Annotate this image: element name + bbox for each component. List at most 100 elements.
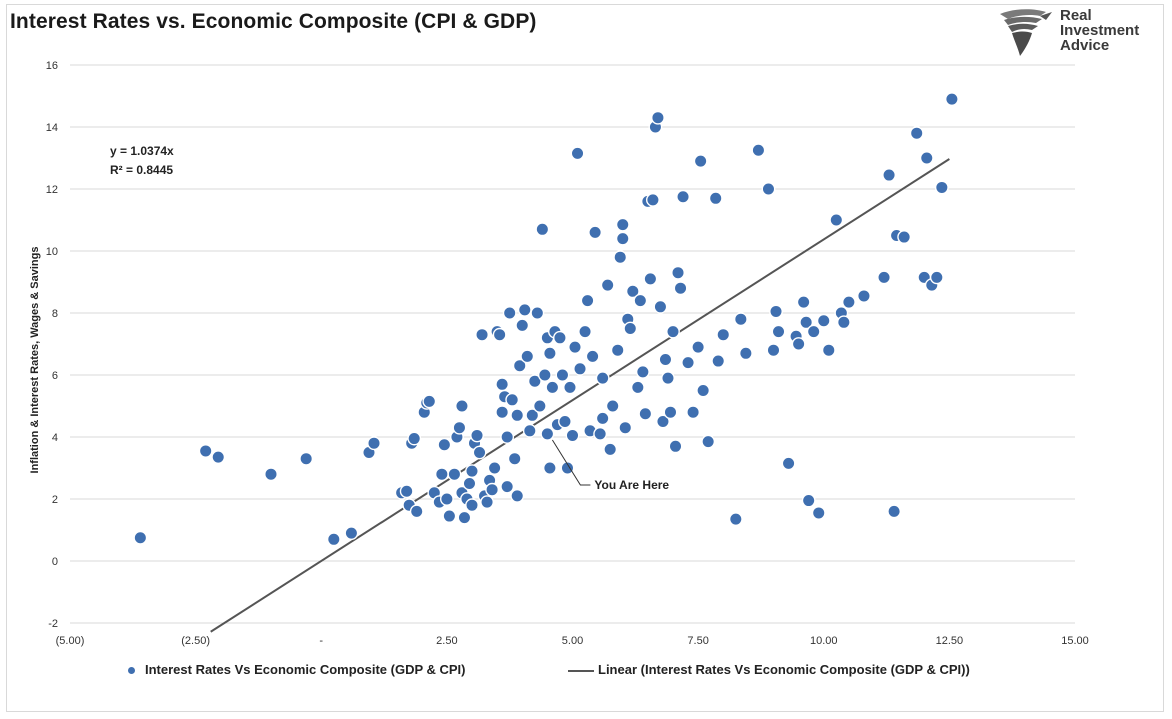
data-point: [909, 126, 924, 141]
brand-logo: Real Investment Advice: [996, 6, 1161, 62]
scatter-points: [133, 92, 959, 547]
trendline: [210, 158, 950, 633]
data-point: [668, 439, 683, 454]
data-point: [535, 222, 550, 237]
data-point: [646, 192, 660, 207]
legend-item-line: Linear (Interest Rates Vs Economic Compo…: [568, 662, 970, 677]
data-point: [769, 304, 783, 319]
data-point: [691, 340, 706, 354]
trendline-group: [210, 158, 950, 633]
y-tick-label: 14: [46, 122, 58, 134]
data-point: [934, 180, 949, 195]
data-point: [472, 445, 487, 460]
legend-item-scatter: Interest Rates Vs Economic Composite (GD…: [128, 662, 466, 677]
data-point: [857, 289, 871, 303]
data-point: [623, 321, 638, 336]
data-point: [733, 312, 748, 327]
data-point: [475, 327, 489, 342]
data-point: [570, 146, 585, 161]
data-point: [811, 506, 826, 520]
logo-line-2: Investment: [1060, 22, 1140, 39]
y-tick-label: 0: [52, 556, 58, 568]
data-point: [299, 451, 314, 466]
data-point: [781, 456, 796, 471]
data-point: [821, 343, 836, 358]
y-tick-label: -2: [48, 618, 58, 630]
data-point: [492, 327, 507, 342]
y-tick-label: 6: [52, 370, 58, 382]
data-point: [407, 431, 422, 446]
data-point: [841, 295, 856, 310]
data-point: [653, 299, 668, 314]
legend-label-scatter: Interest Rates Vs Economic Composite (GD…: [145, 662, 466, 677]
data-point: [560, 461, 575, 475]
data-point: [638, 406, 653, 421]
data-point: [452, 420, 467, 435]
data-point: [766, 343, 781, 358]
data-point: [211, 450, 226, 465]
data-point: [563, 380, 577, 395]
data-point: [510, 408, 525, 423]
y-tick-label: 16: [46, 60, 58, 72]
data-point: [676, 189, 690, 204]
data-point: [751, 143, 766, 158]
chart-legend: Interest Rates Vs Economic Composite (GD…: [0, 662, 1172, 682]
eagle-logo-icon: [1000, 9, 1052, 56]
x-tick-label: 2.50: [436, 635, 457, 647]
data-point: [600, 278, 615, 292]
data-point: [515, 318, 530, 333]
data-point: [455, 399, 469, 413]
data-point: [651, 110, 665, 125]
data-point: [542, 461, 557, 475]
data-point: [485, 482, 499, 497]
data-point: [537, 368, 552, 382]
data-point: [502, 306, 517, 320]
data-point: [525, 408, 540, 423]
data-point: [326, 532, 341, 547]
data-point: [517, 302, 532, 317]
data-point: [605, 399, 620, 413]
data-point: [625, 284, 640, 299]
data-point: [447, 467, 462, 482]
y-axis-ticks: -2 0 2 4 6 8 10 12 14 16: [46, 60, 58, 630]
data-point: [442, 509, 457, 523]
data-point: [465, 464, 479, 478]
data-point: [198, 444, 213, 458]
data-point: [588, 225, 603, 240]
scatter-chart: -2 0 2 4 6 8 10 12 14 16 (5.00) (2.50) - 2.50 5.00 7.5…: [29, 60, 1089, 647]
data-point: [791, 337, 806, 351]
data-point: [578, 324, 592, 339]
data-point: [558, 414, 572, 429]
data-point: [507, 451, 522, 466]
x-axis-ticks: (5.00) (2.50) - 2.50 5.00 7.50 10.00 12.50 15.00: [56, 635, 1089, 647]
data-point: [555, 368, 570, 382]
chart-title: Interest Rates vs. Economic Composite (C…: [10, 10, 537, 33]
data-point: [877, 270, 891, 285]
r-squared-label: R² = 0.8445: [110, 163, 173, 177]
data-point: [264, 467, 278, 482]
y-tick-label: 2: [52, 494, 58, 506]
data-point: [409, 504, 424, 519]
data-point: [613, 250, 628, 265]
data-point: [573, 361, 587, 376]
data-point: [728, 512, 743, 527]
data-point: [580, 293, 595, 308]
data-point: [635, 364, 650, 379]
data-point: [527, 374, 542, 389]
data-point: [565, 428, 580, 443]
data-point: [929, 270, 944, 285]
data-point: [681, 355, 695, 370]
data-point: [656, 414, 670, 429]
data-point: [422, 394, 437, 409]
y-axis-label: Inflation & Interest Rates, Wages & Savi…: [29, 247, 41, 474]
data-point: [799, 315, 814, 330]
data-point: [738, 346, 753, 361]
data-point: [439, 492, 454, 506]
data-point: [661, 371, 675, 385]
data-point: [806, 324, 821, 339]
data-point: [505, 392, 520, 407]
data-point: [457, 510, 472, 525]
data-point: [666, 324, 680, 339]
data-point: [487, 461, 502, 475]
data-point: [545, 380, 560, 395]
